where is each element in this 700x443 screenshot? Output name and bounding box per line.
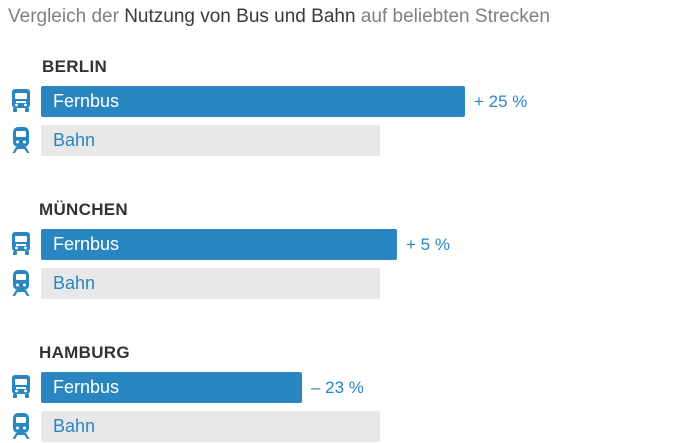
delta-label-hamburg: – 23 % [311,378,364,397]
bar-label: Bahn [53,130,96,150]
bar-berlin-bahn: Bahn [41,125,380,156]
train-icon [10,269,32,297]
bus-icon [10,230,32,258]
bar-label: Bahn [53,273,96,293]
train-icon [10,126,32,154]
bar-muenchen-fernbus: Fernbus [41,229,397,260]
bus-icon [10,373,32,401]
bar-hamburg-bahn: Bahn [41,411,380,442]
bus-icon [10,87,32,115]
bar-berlin-fernbus: Fernbus [41,86,465,117]
chart-title: Vergleich der Nutzung von Bus und Bahn a… [8,5,550,29]
title-part-1: Vergleich der [8,6,125,27]
train-icon [10,412,32,440]
city-label-muenchen: MÜNCHEN [39,200,128,219]
bar-label: Fernbus [53,234,120,254]
bar-label: Bahn [53,416,96,436]
city-label-berlin: BERLIN [42,57,108,76]
bar-label: Fernbus [53,377,120,397]
title-part-2: auf beliebten Strecken [355,6,550,27]
delta-label-muenchen: + 5 % [406,235,450,254]
bar-label: Fernbus [53,91,120,111]
bar-muenchen-bahn: Bahn [41,268,380,299]
delta-label-berlin: + 25 % [474,92,528,111]
bar-hamburg-fernbus: Fernbus [41,372,302,403]
title-highlight: Nutzung von Bus und Bahn [124,6,356,27]
city-label-hamburg: HAMBURG [39,343,130,362]
